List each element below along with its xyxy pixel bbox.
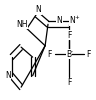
Text: F: F: [86, 50, 91, 59]
Text: NH: NH: [16, 20, 28, 29]
Text: N: N: [36, 6, 41, 14]
Text: F: F: [67, 78, 71, 87]
Text: +: +: [74, 15, 79, 20]
Text: N: N: [57, 16, 62, 25]
Text: F: F: [48, 50, 52, 59]
Text: -: -: [71, 49, 73, 54]
Text: N: N: [69, 16, 75, 25]
Text: B: B: [67, 50, 72, 59]
Text: N: N: [5, 71, 11, 80]
Text: F: F: [67, 30, 71, 40]
